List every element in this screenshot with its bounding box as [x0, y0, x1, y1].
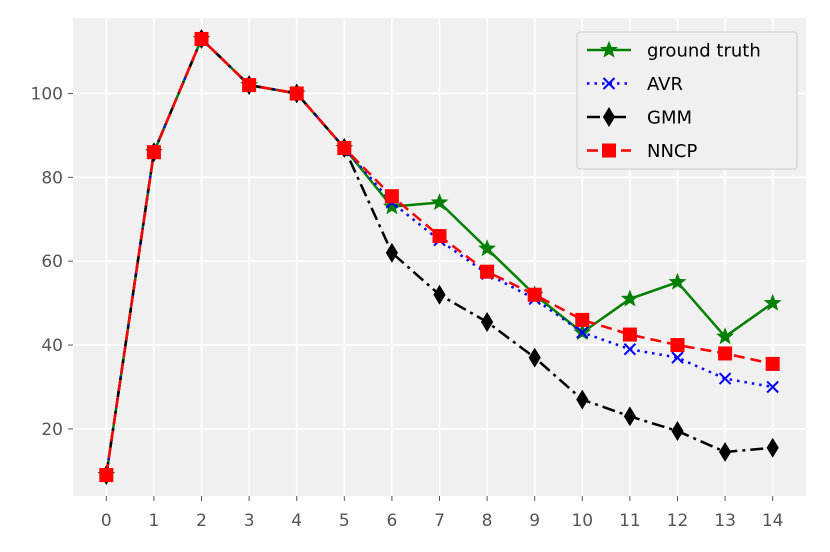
- data-point: [432, 229, 447, 244]
- y-axis-ticks: 20 40 60 80 100: [31, 84, 73, 440]
- y-tick-label: 60: [41, 252, 63, 272]
- data-point: [670, 338, 685, 353]
- legend-label: GMM: [647, 108, 692, 129]
- data-point: [289, 86, 304, 101]
- data-point: [99, 468, 114, 483]
- legend-marker: [602, 77, 616, 90]
- data-point: [480, 264, 495, 279]
- data-point: [718, 442, 732, 462]
- data-point: [433, 284, 446, 305]
- x-tick-label: 2: [196, 511, 207, 531]
- x-tick-label: 3: [244, 511, 255, 531]
- data-point: [481, 312, 494, 332]
- legend-label: AVR: [647, 74, 683, 95]
- data-point: [620, 289, 639, 307]
- data-point: [718, 372, 732, 385]
- x-tick-label: 13: [714, 511, 736, 531]
- data-point: [382, 197, 401, 215]
- data-point: [527, 287, 542, 302]
- legend-label: NNCP: [647, 141, 697, 162]
- x-tick-label: 11: [619, 511, 641, 531]
- x-tick-label: 14: [762, 511, 784, 531]
- x-tick-label: 1: [149, 511, 160, 531]
- legend-entry: AVR: [587, 74, 683, 95]
- x-tick-label: 4: [291, 511, 302, 531]
- data-point: [763, 293, 782, 311]
- data-point: [576, 389, 589, 410]
- data-point: [385, 242, 398, 263]
- legend-label: ground truth: [647, 41, 761, 62]
- x-tick-label: 5: [339, 511, 350, 531]
- data-point: [528, 347, 541, 368]
- legend-entry: NNCP: [587, 141, 697, 162]
- data-point: [671, 351, 684, 364]
- data-point: [718, 346, 733, 361]
- data-point: [765, 356, 780, 371]
- x-tick-label: 10: [571, 511, 593, 531]
- data-point: [384, 189, 399, 204]
- y-tick-label: 20: [41, 420, 63, 440]
- data-point: [668, 272, 687, 290]
- data-point: [194, 31, 209, 46]
- legend-marker: [602, 143, 616, 158]
- legend-box: [576, 31, 798, 170]
- data-point: [430, 193, 449, 211]
- data-point: [337, 140, 352, 155]
- series-line: [105, 37, 773, 476]
- y-tick-label: 40: [41, 336, 63, 356]
- x-tick-label: 6: [386, 511, 397, 531]
- legend-marker: [600, 40, 618, 58]
- y-tick-label: 80: [41, 168, 63, 188]
- data-point: [576, 326, 589, 339]
- x-tick-label: 12: [667, 511, 689, 531]
- data-point: [716, 327, 735, 345]
- legend-entry: ground truth: [587, 41, 761, 62]
- x-tick-label: 0: [101, 511, 112, 531]
- x-axis-ticks: 0 1 2 3 4 5 6 7 8 9 10 11 12 13 14: [101, 496, 784, 531]
- data-point: [146, 145, 161, 160]
- data-point: [575, 312, 590, 327]
- data-series: [97, 29, 782, 485]
- y-tick-label: 100: [31, 84, 63, 104]
- data-point: [623, 343, 637, 356]
- data-point: [766, 380, 779, 394]
- legend-marker: [602, 107, 616, 127]
- data-point: [478, 239, 497, 257]
- data-point: [622, 327, 637, 342]
- data-point: [242, 78, 257, 93]
- series-nncp: [99, 31, 780, 483]
- x-tick-label: 7: [434, 511, 445, 531]
- data-point: [671, 421, 684, 441]
- data-point: [623, 406, 636, 427]
- legend: ground truth AVR GMM NNCP: [576, 31, 798, 170]
- x-tick-label: 9: [529, 511, 540, 531]
- data-point: [766, 437, 779, 458]
- x-tick-label: 8: [482, 511, 493, 531]
- legend-entry: GMM: [587, 107, 692, 129]
